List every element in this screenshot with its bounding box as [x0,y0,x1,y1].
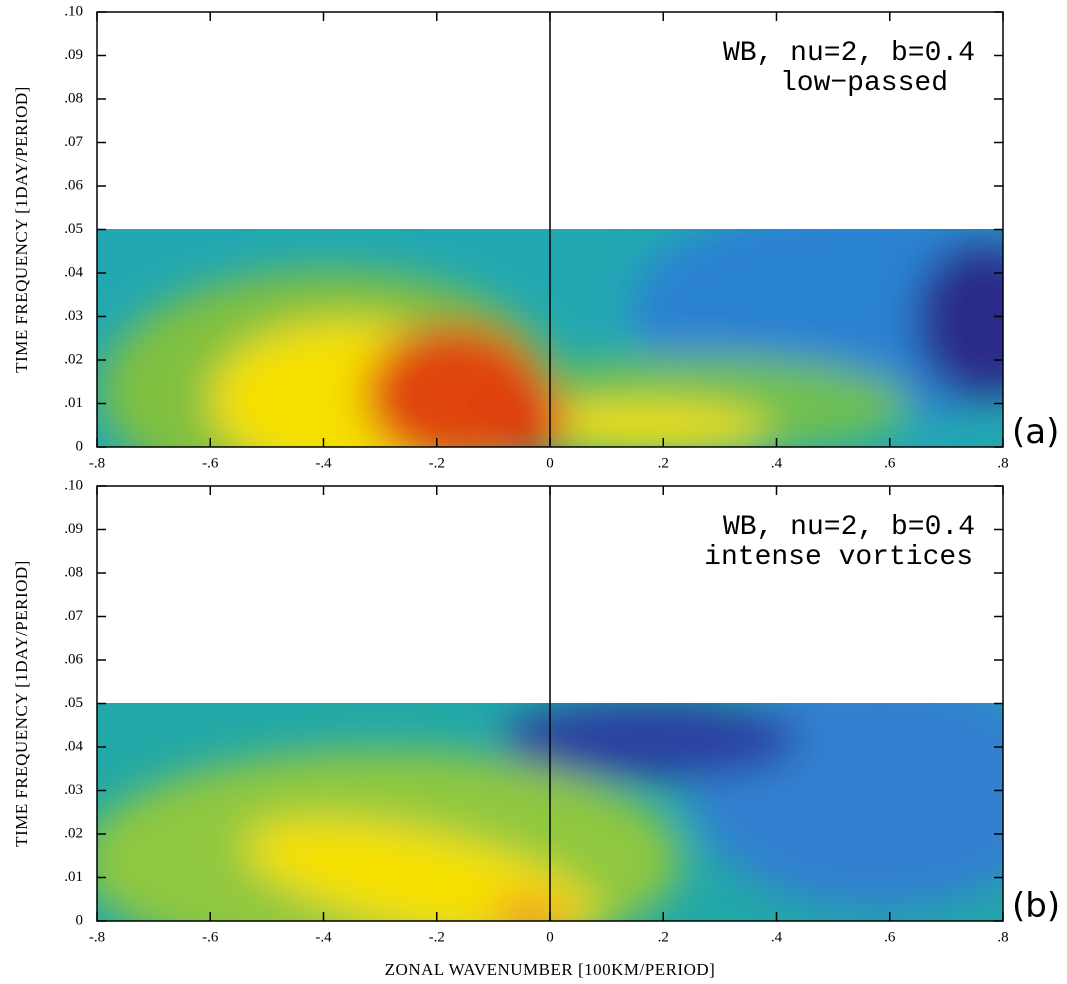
annotation: low−passed [780,68,948,99]
y-tick-label: .06 [64,177,83,193]
y-tick-label: .05 [64,221,83,237]
annotation: WB, nu=2, b=0.4 [723,38,975,69]
y-tick-label: .02 [64,351,83,367]
y-axis-label: TIME FREQUENCY [1DAY/PERIOD] [12,560,31,847]
x-tick-label: -.4 [315,929,332,945]
y-tick-label: .08 [64,90,83,106]
y-tick-label: .09 [64,521,83,537]
y-tick-label: .09 [64,47,83,63]
y-tick-label: .01 [64,869,83,885]
y-tick-label: .05 [64,695,83,711]
y-tick-label: .08 [64,564,83,580]
x-tick-label: -.8 [89,455,105,471]
x-tick-label: -.6 [202,455,219,471]
x-tick-label: .2 [658,455,669,471]
x-tick-label: 0 [546,455,554,471]
y-tick-label: .06 [64,651,83,667]
x-tick-label: -.8 [89,929,105,945]
panel-label: (a) [1012,412,1059,452]
y-tick-label: .10 [64,3,83,19]
y-tick-label: .07 [64,134,83,150]
y-tick-label: .03 [64,308,83,324]
y-tick-label: .10 [64,477,83,493]
annotation: WB, nu=2, b=0.4 [723,512,975,543]
y-tick-label: .07 [64,608,83,624]
x-tick-label: .4 [771,455,783,471]
y-tick-label: .04 [64,264,83,280]
x-tick-label: .6 [884,929,896,945]
x-tick-label: -.2 [429,929,445,945]
y-axis-label: TIME FREQUENCY [1DAY/PERIOD] [12,86,31,373]
y-tick-label: .04 [64,738,83,754]
x-tick-label: -.4 [315,455,332,471]
x-tick-label: .2 [658,929,669,945]
spectrum-field [97,703,1003,921]
x-tick-label: -.2 [429,455,445,471]
x-tick-label: -.6 [202,929,219,945]
x-tick-label: 0 [546,929,554,945]
x-tick-label: .6 [884,455,896,471]
y-tick-label: 0 [76,438,84,454]
x-tick-label: .8 [997,929,1008,945]
y-tick-label: .01 [64,395,83,411]
x-axis-label: ZONAL WAVENUMBER [100KM/PERIOD] [385,960,716,979]
panel-label: (b) [1012,886,1060,926]
x-tick-label: .4 [771,929,783,945]
spectrum-field [97,229,1003,447]
x-tick-label: .8 [997,455,1008,471]
y-tick-label: .02 [64,825,83,841]
annotation: intense vortices [704,542,973,573]
y-tick-label: .03 [64,782,83,798]
y-tick-label: 0 [76,912,84,928]
